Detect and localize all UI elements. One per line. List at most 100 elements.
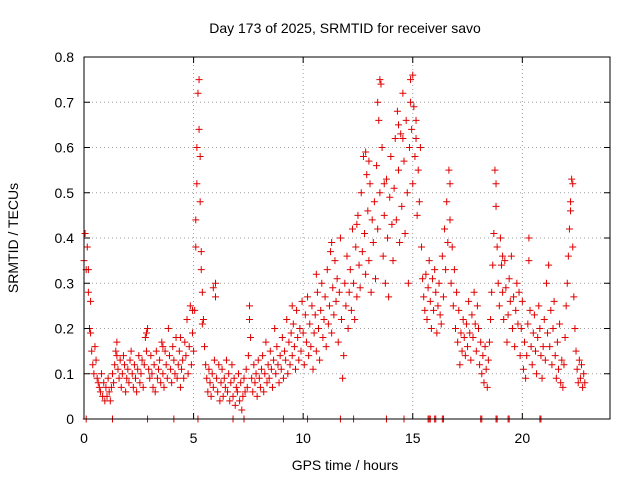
data-point bbox=[556, 320, 564, 328]
data-point bbox=[95, 383, 103, 391]
data-point bbox=[421, 306, 429, 314]
data-point bbox=[193, 180, 201, 188]
data-point bbox=[288, 352, 296, 360]
data-point bbox=[196, 198, 204, 206]
data-point bbox=[111, 361, 119, 369]
data-point bbox=[320, 315, 328, 323]
data-point bbox=[466, 329, 474, 337]
data-point bbox=[93, 374, 101, 382]
data-point bbox=[371, 275, 379, 283]
data-point bbox=[490, 229, 498, 237]
data-point bbox=[420, 293, 428, 301]
data-point bbox=[533, 370, 541, 378]
data-point bbox=[202, 361, 210, 369]
data-point bbox=[431, 266, 439, 274]
data-point bbox=[107, 383, 115, 391]
data-point bbox=[253, 392, 261, 400]
data-point bbox=[348, 225, 356, 233]
data-point bbox=[209, 284, 217, 292]
data-point bbox=[176, 334, 184, 342]
data-point bbox=[530, 311, 538, 319]
data-point bbox=[228, 361, 236, 369]
data-point bbox=[205, 365, 213, 373]
data-point bbox=[238, 406, 246, 414]
data-point bbox=[547, 306, 555, 314]
data-point bbox=[114, 365, 122, 373]
data-point bbox=[297, 347, 305, 355]
data-point bbox=[551, 352, 559, 360]
data-point bbox=[512, 306, 520, 314]
data-point bbox=[286, 361, 294, 369]
data-point bbox=[241, 388, 249, 396]
data-point bbox=[478, 370, 486, 378]
y-tick-label: 0.1 bbox=[55, 366, 75, 382]
data-point bbox=[425, 257, 433, 265]
data-point bbox=[283, 315, 291, 323]
data-point bbox=[359, 153, 367, 161]
data-point bbox=[302, 338, 310, 346]
data-point bbox=[147, 352, 155, 360]
data-point bbox=[522, 374, 530, 382]
data-point bbox=[240, 374, 248, 382]
data-point bbox=[192, 243, 200, 251]
data-point bbox=[468, 311, 476, 319]
data-point bbox=[483, 383, 491, 391]
data-point bbox=[146, 374, 154, 382]
data-point bbox=[158, 338, 166, 346]
data-point bbox=[408, 125, 416, 133]
data-point bbox=[528, 361, 536, 369]
data-point bbox=[412, 134, 420, 142]
data-point bbox=[346, 266, 354, 274]
data-point bbox=[339, 374, 347, 382]
data-point bbox=[439, 293, 447, 301]
data-point bbox=[498, 261, 506, 269]
data-point bbox=[496, 234, 504, 242]
data-point bbox=[368, 216, 376, 224]
data-point bbox=[103, 392, 111, 400]
data-point bbox=[250, 361, 258, 369]
data-point bbox=[461, 352, 469, 360]
data-point bbox=[390, 184, 398, 192]
data-point bbox=[462, 320, 470, 328]
data-point bbox=[295, 356, 303, 364]
data-point bbox=[375, 116, 383, 124]
data-point bbox=[564, 252, 572, 260]
data-point bbox=[87, 297, 95, 305]
data-point bbox=[132, 374, 140, 382]
data-point bbox=[219, 392, 227, 400]
data-point bbox=[90, 370, 98, 378]
data-point bbox=[395, 166, 403, 174]
data-point bbox=[365, 257, 373, 265]
data-point bbox=[503, 338, 511, 346]
data-point bbox=[414, 166, 422, 174]
data-point bbox=[231, 401, 239, 409]
data-point bbox=[227, 379, 235, 387]
data-point bbox=[322, 343, 330, 351]
y-tick-label: 0.5 bbox=[55, 185, 75, 201]
data-point bbox=[426, 297, 434, 305]
data-point bbox=[353, 220, 361, 228]
data-point bbox=[212, 293, 219, 301]
data-point bbox=[377, 80, 385, 88]
data-point bbox=[352, 243, 360, 251]
data-point bbox=[457, 329, 465, 337]
data-point bbox=[465, 297, 473, 305]
data-point bbox=[173, 374, 181, 382]
data-point bbox=[128, 370, 136, 378]
data-point bbox=[133, 388, 141, 396]
data-point bbox=[160, 383, 168, 391]
data-point bbox=[232, 383, 240, 391]
data-point bbox=[285, 338, 293, 346]
data-point bbox=[239, 392, 247, 400]
data-point bbox=[563, 279, 571, 287]
data-point bbox=[378, 144, 386, 151]
data-point bbox=[256, 383, 264, 391]
data-point bbox=[435, 279, 443, 287]
data-point bbox=[266, 347, 274, 355]
data-point bbox=[493, 243, 501, 251]
data-point bbox=[210, 356, 218, 364]
data-point bbox=[282, 356, 290, 364]
data-point bbox=[198, 288, 206, 296]
data-point bbox=[369, 239, 377, 247]
data-point bbox=[225, 370, 233, 378]
